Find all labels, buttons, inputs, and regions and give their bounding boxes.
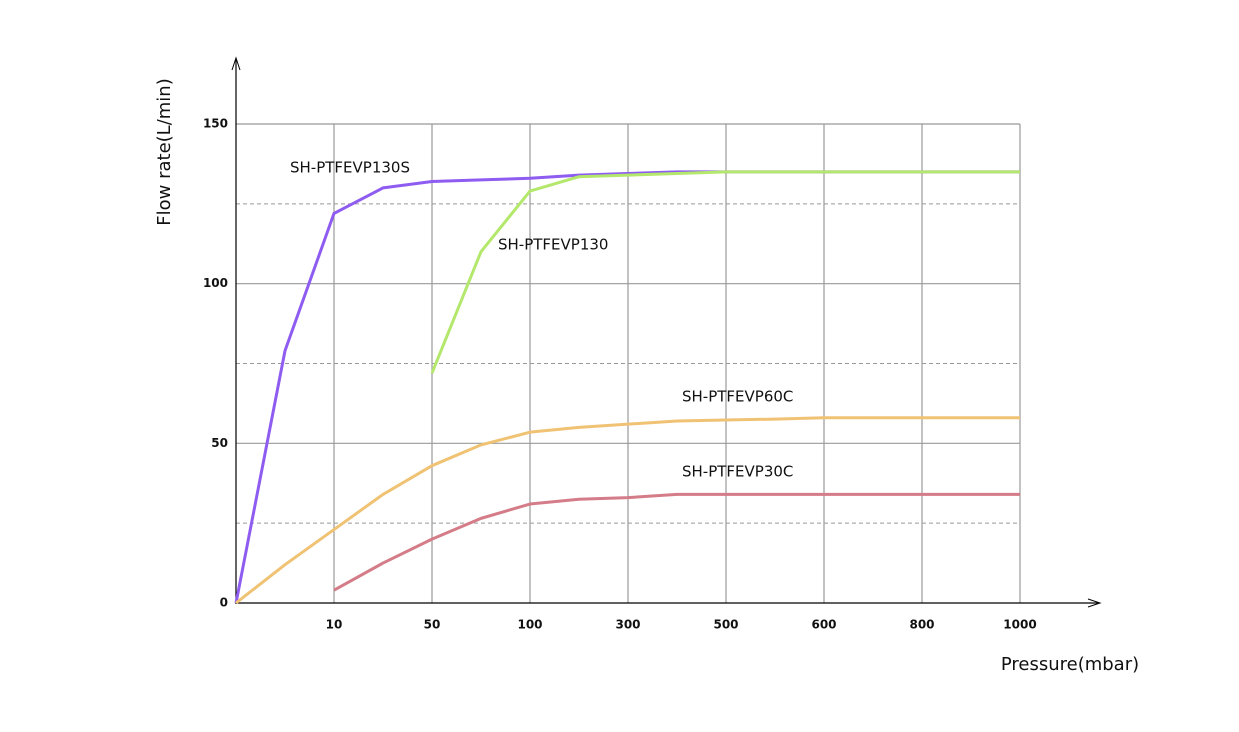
x-tick-label: 800 [909, 618, 934, 632]
y-arrow [231, 56, 241, 71]
series-label: SH-PTFEVP130S [290, 159, 410, 177]
series-label: SH-PTFEVP130 [498, 236, 608, 254]
y-axis-label: Flow rate(L/min) [154, 78, 175, 225]
x-tick-label: 100 [517, 618, 542, 632]
x-axis-label: Pressure(mbar) [1001, 654, 1139, 675]
x-tick-label: 500 [713, 618, 738, 632]
x-tick-label: 300 [615, 618, 640, 632]
series-line [333, 492, 1020, 592]
x-tick-label: 1000 [1003, 618, 1036, 632]
series-label: SH-PTFEVP30C [682, 463, 793, 481]
y-tick-label: 150 [203, 117, 228, 131]
y-tick-label: 100 [203, 276, 228, 290]
x-tick-label: 10 [326, 618, 343, 632]
x-tick-label: 50 [424, 618, 441, 632]
series-line [430, 170, 1020, 374]
series-label: SH-PTFEVP60C [682, 388, 793, 406]
x-arrow [1087, 598, 1102, 608]
series-line [235, 416, 1020, 605]
y-tick-label: 0 [220, 596, 228, 610]
x-tick-label: 600 [811, 618, 836, 632]
y-tick-label: 50 [211, 436, 228, 450]
